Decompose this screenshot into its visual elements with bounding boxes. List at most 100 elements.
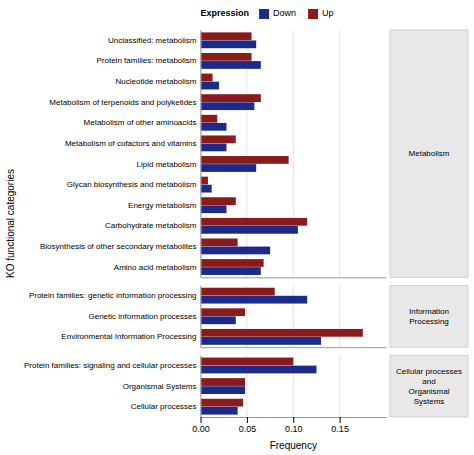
bar [201,53,252,61]
grid-line [293,30,294,277]
x-tick: 0.00 [192,417,210,434]
y-tick: Metabolism of terpenoids and polyketides [49,98,200,107]
bar [201,337,322,345]
x-axis-line [201,347,386,348]
bar [201,267,261,275]
y-tick-label: Organismal Systems [123,382,197,391]
y-tick: Lipid metabolism [137,160,201,169]
bars [201,288,363,345]
bar [201,135,236,143]
x-tick-label: 0.05 [239,424,257,434]
bars [201,32,308,275]
group-panel [390,355,468,417]
legend-title: Expression [201,8,250,18]
x-tick-label: 0.15 [331,424,349,434]
bar [201,164,257,172]
legend-swatch [259,9,269,19]
grid [201,285,340,347]
y-tick: Energy metabolism [128,201,200,210]
bar [201,316,236,324]
grid [201,355,340,417]
y-tick-label: Protein families: metabolism [96,56,196,65]
x-tick-label: 0.00 [192,424,210,434]
grid-line [200,285,201,347]
x-tick-mark [293,417,294,423]
bar [201,218,308,226]
panel: Protein families: signaling and cellular… [24,355,468,451]
grid-line [200,30,201,277]
y-tick-label: Metabolism of other aminoacids [84,118,197,127]
bar [201,407,238,415]
grid [201,30,340,277]
bar [201,185,212,193]
bar [201,61,261,69]
bar [201,32,252,40]
bar [201,115,218,123]
x-axis [201,347,386,349]
y-tick: Metabolism of other aminoacids [84,118,201,127]
panel: Unclassified: metabolism Protein families… [40,30,468,278]
y-tick: Protein families: signaling and cellular… [24,361,201,370]
y-axis-line [201,286,202,348]
y-tick: Genetic information processes [88,312,200,321]
grid-line [339,355,340,417]
x-tick: 0.05 [239,417,257,434]
bar [201,144,227,152]
y-tick-label: Environmental Information Processing [61,332,196,341]
y-tick-label: Protein families: genetic information pr… [29,291,197,300]
y-axis: Unclassified: metabolism Protein families… [40,31,201,278]
bar [201,40,257,48]
legend-label: Up [322,8,334,18]
bar [201,288,275,296]
bar [201,378,246,386]
group-panel [390,285,468,347]
y-tick-label: Carbohydrate metabolism [105,221,197,230]
chart: Unclassified: metabolism Protein families… [0,0,474,455]
y-tick-label: Unclassified: metabolism [108,36,197,45]
legend-swatch [308,9,318,19]
grid-line [339,285,340,347]
y-axis: Protein families: signaling and cellular… [24,356,201,418]
y-tick-label: Amino acid metabolism [114,263,197,272]
group-label: InformationProcessing [409,307,449,326]
grid-line [200,355,201,417]
bar [201,205,227,213]
y-tick: Biosynthesis of other secondary metaboli… [40,242,201,251]
legend: Expression Down Up [201,8,334,19]
bar [201,74,213,82]
y-tick: Glycan biosynthesis and metabolism [67,180,201,189]
y-tick: Protein families: genetic information pr… [29,291,201,300]
bar [201,177,208,185]
bar [201,247,271,255]
x-axis-title: Frequency [270,440,317,451]
x-tick-label: 0.10 [285,424,303,434]
y-tick-label: Genetic information processes [88,312,196,321]
bars [201,358,317,415]
y-axis-title: KO functional categories [5,169,16,278]
bar [201,358,294,366]
grid-line [339,30,340,277]
y-axis-line [201,356,202,418]
legend-label: Down [273,8,296,18]
y-tick: Organismal Systems [123,382,201,391]
y-axis-line [201,31,202,278]
bar [201,82,220,90]
bar [201,308,246,316]
y-tick: Carbohydrate metabolism [105,221,201,230]
bar [201,296,308,304]
y-axis: Protein families: genetic information pr… [29,286,201,348]
x-axis-line [201,277,386,278]
y-tick: Unclassified: metabolism [108,36,200,45]
panel: Protein families: genetic information pr… [29,285,468,347]
bar [201,197,236,205]
y-tick-label: Metabolism of terpenoids and polyketides [49,98,196,107]
x-tick: 0.15 [331,417,349,434]
bar [201,156,289,164]
bar [201,226,298,234]
x-tick-mark [201,417,202,423]
bar [201,94,261,102]
y-tick-label: Metabolism of cofactors and vitamins [65,139,197,148]
y-tick: Environmental Information Processing [61,332,200,341]
group-label: Metabolism [409,149,450,158]
group-label: Cellular processesandOrganismalSystems [396,367,462,406]
